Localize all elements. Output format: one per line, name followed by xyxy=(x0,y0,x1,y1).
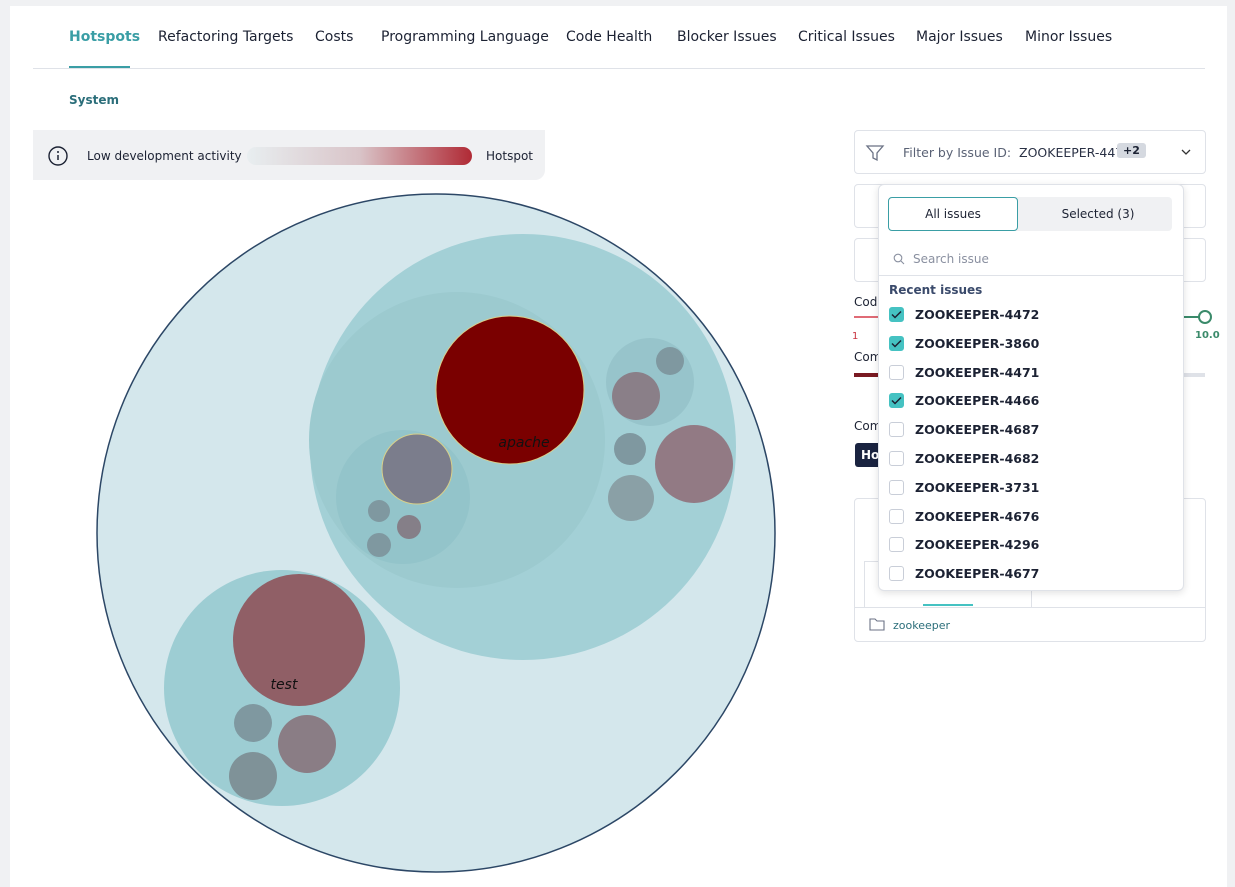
tab[interactable]: Minor Issues xyxy=(1025,29,1113,45)
issue-option[interactable]: ZOOKEEPER-4471 xyxy=(889,364,1040,380)
checkbox[interactable] xyxy=(889,479,904,495)
issue-option[interactable]: ZOOKEEPER-3731 xyxy=(889,479,1040,495)
bubble[interactable] xyxy=(368,500,390,522)
issue-id: ZOOKEEPER-4471 xyxy=(915,364,1040,380)
issue-id: ZOOKEEPER-4676 xyxy=(915,508,1040,524)
filter-box[interactable]: Filter by Issue ID: ZOOKEEPER-4472 +2 xyxy=(854,130,1206,174)
legend-gradient xyxy=(247,147,472,165)
bubble[interactable] xyxy=(367,533,391,557)
bubble-chart: apache test xyxy=(96,193,776,873)
issue-option[interactable]: ZOOKEEPER-4296 xyxy=(889,537,1040,553)
bubble-label: apache xyxy=(498,435,549,451)
slider-handle[interactable] xyxy=(1198,310,1212,324)
chevron xyxy=(1181,149,1191,155)
issue-option[interactable]: ZOOKEEPER-4687 xyxy=(889,422,1040,438)
bubble[interactable] xyxy=(234,704,272,742)
legend-high: Hotspot xyxy=(486,149,533,163)
checkbox[interactable] xyxy=(889,566,904,582)
issue-option[interactable]: ZOOKEEPER-4682 xyxy=(889,451,1039,466)
bubble[interactable] xyxy=(229,752,277,800)
issue-id: ZOOKEEPER-4472 xyxy=(915,307,1040,322)
divider xyxy=(33,68,1205,69)
issue-option[interactable]: ZOOKEEPER-3860 xyxy=(889,335,1040,351)
issue-id: ZOOKEEPER-3731 xyxy=(915,479,1040,495)
search-icon xyxy=(893,253,905,265)
bubble[interactable] xyxy=(397,515,421,539)
checkbox[interactable] xyxy=(889,393,904,409)
checkbox[interactable] xyxy=(889,422,904,438)
breadcrumb[interactable]: System xyxy=(69,93,119,107)
checkbox[interactable] xyxy=(889,307,904,322)
issue-dropdown: All issues Selected (3) Search issue Rec… xyxy=(878,184,1184,591)
label: Com xyxy=(854,419,882,433)
legend: Low development activity Hotspot xyxy=(33,130,545,180)
bubble[interactable] xyxy=(614,433,646,465)
segment-all[interactable]: All issues xyxy=(888,197,1018,231)
checkbox[interactable] xyxy=(889,508,904,524)
filter-label: Filter by Issue ID: xyxy=(903,145,1012,160)
tab[interactable]: Refactoring Targets xyxy=(158,29,294,45)
issue-option[interactable]: ZOOKEEPER-4472 xyxy=(889,307,1039,322)
tab-indicator xyxy=(69,66,130,68)
bar xyxy=(854,373,884,377)
button[interactable]: Ho xyxy=(855,443,885,467)
issue-option[interactable]: ZOOKEEPER-4466 xyxy=(889,393,1040,409)
divider xyxy=(855,607,1205,608)
slider-max: 10.0 xyxy=(1195,330,1220,341)
filter-value: ZOOKEEPER-4472 xyxy=(1019,145,1132,160)
bubble[interactable] xyxy=(233,574,365,706)
section-title: Recent issues xyxy=(889,283,983,297)
bubble[interactable] xyxy=(435,315,585,465)
label: Com xyxy=(854,350,882,364)
bar xyxy=(1180,373,1205,377)
filter-icon xyxy=(865,145,885,162)
bubble[interactable] xyxy=(656,347,684,375)
divider xyxy=(879,275,1183,276)
bubble-label: test xyxy=(271,677,298,693)
issue-id: ZOOKEEPER-4687 xyxy=(915,422,1040,438)
filter-extra: +2 xyxy=(1117,143,1146,158)
issue-id: ZOOKEEPER-3860 xyxy=(915,335,1040,351)
slider-track xyxy=(854,316,884,318)
issue-id: ZOOKEEPER-4466 xyxy=(915,393,1040,409)
issue-id: ZOOKEEPER-4682 xyxy=(915,451,1040,466)
bubble[interactable] xyxy=(381,433,453,505)
checkbox[interactable] xyxy=(889,537,904,553)
checkbox[interactable] xyxy=(889,364,904,380)
bubble[interactable] xyxy=(608,475,654,521)
issue-option[interactable]: ZOOKEEPER-4677 xyxy=(889,566,1040,582)
tab[interactable]: Blocker Issues xyxy=(677,29,777,45)
search-input[interactable]: Search issue xyxy=(913,252,989,266)
tab[interactable]: Programming Language xyxy=(381,29,549,45)
tab[interactable]: Critical Issues xyxy=(798,29,895,45)
legend-low: Low development activity xyxy=(87,149,242,163)
info-icon xyxy=(48,146,68,166)
issue-id: ZOOKEEPER-4677 xyxy=(915,566,1040,582)
slider-min: 1 xyxy=(852,331,859,342)
label: Cod xyxy=(854,295,878,309)
issue-option[interactable]: ZOOKEEPER-4676 xyxy=(889,508,1040,524)
tab[interactable]: Hotspots xyxy=(69,29,141,45)
checkbox[interactable] xyxy=(889,451,904,466)
slider-track xyxy=(1180,316,1200,318)
tab[interactable]: Major Issues xyxy=(916,29,1003,45)
folder-name[interactable]: zookeeper xyxy=(893,619,951,632)
segment-selected[interactable]: Selected (3) xyxy=(1061,207,1135,221)
bubble[interactable] xyxy=(612,372,660,420)
checkbox[interactable] xyxy=(889,335,904,351)
issue-id: ZOOKEEPER-4296 xyxy=(915,537,1040,553)
check-mark xyxy=(891,310,902,319)
bubble[interactable] xyxy=(655,425,733,503)
check-mark xyxy=(891,339,902,348)
tab[interactable]: Code Health xyxy=(566,29,653,45)
bubble[interactable] xyxy=(278,715,336,773)
folder-icon xyxy=(869,618,885,631)
tab-indicator xyxy=(923,604,973,606)
tab[interactable]: Costs xyxy=(315,29,354,45)
check-mark xyxy=(891,397,902,405)
